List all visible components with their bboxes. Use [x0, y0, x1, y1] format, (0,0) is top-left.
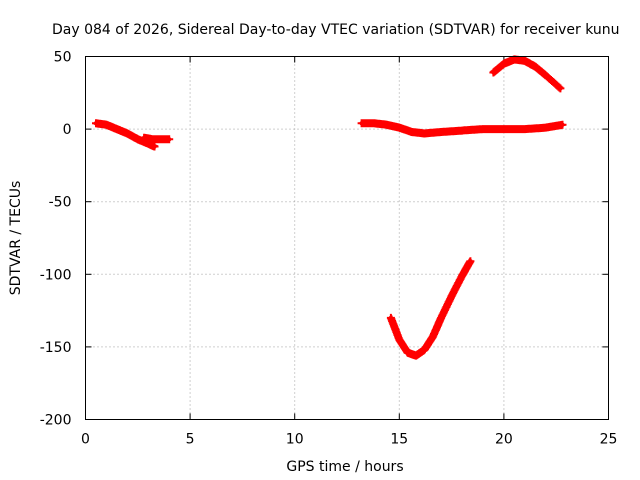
data-point — [93, 121, 99, 126]
data-point — [141, 135, 147, 141]
data-point — [459, 273, 465, 278]
data-point — [560, 122, 565, 127]
data-point — [166, 137, 172, 142]
data-point — [388, 315, 394, 321]
data-point — [438, 129, 444, 135]
y-tick-label: -50 — [49, 195, 72, 211]
data-point — [359, 121, 364, 126]
data-point — [533, 64, 538, 69]
data-point — [501, 126, 507, 132]
data-point — [430, 334, 435, 339]
axis-ticks: 0 5 10 15 20 25 50 0 -50 -100 -150 -200 — [40, 50, 618, 448]
data-point — [543, 73, 548, 78]
data-point — [158, 137, 164, 142]
x-tick-label: 15 — [390, 432, 408, 448]
data-point — [422, 131, 427, 136]
series-track-5 — [386, 257, 475, 360]
data-point — [135, 137, 140, 142]
y-tick-label: -150 — [40, 340, 72, 356]
x-axis-label: GPS time / hours — [286, 459, 403, 475]
data-point — [468, 259, 473, 264]
data-point — [125, 131, 130, 136]
data-point — [150, 137, 155, 142]
x-tick-label: 25 — [600, 432, 618, 448]
data-point — [558, 86, 563, 91]
data-point — [152, 144, 157, 149]
data-point — [104, 122, 109, 127]
data-point — [397, 125, 402, 130]
series-track-2 — [140, 133, 174, 144]
grid — [85, 56, 609, 420]
data-point — [512, 57, 517, 62]
data-point — [543, 125, 548, 130]
x-tick-label: 0 — [81, 432, 90, 448]
data-point — [480, 126, 486, 132]
data-point — [449, 293, 454, 299]
data-point — [397, 337, 402, 342]
data-point — [413, 353, 419, 358]
data-point — [384, 122, 389, 127]
data-point — [501, 61, 507, 66]
series-track-4 — [489, 55, 565, 93]
data-point — [114, 126, 120, 132]
data-point — [422, 347, 427, 353]
plot-frame — [85, 56, 609, 420]
data-point — [371, 121, 377, 126]
x-tick-label: 10 — [286, 432, 304, 448]
data-point — [522, 126, 528, 132]
y-tick-label: 50 — [54, 50, 72, 66]
data-series — [92, 55, 567, 360]
data-point — [522, 58, 528, 64]
data-point — [405, 350, 410, 355]
x-tick-label: 20 — [495, 432, 513, 448]
y-axis-label: SDTVAR / TECUs — [8, 181, 24, 296]
data-point — [409, 129, 415, 135]
y-tick-label: -200 — [40, 413, 72, 429]
series-track-3 — [357, 119, 567, 138]
series-track-1 — [92, 119, 159, 151]
data-point — [459, 128, 465, 133]
y-tick-label: 0 — [63, 122, 72, 138]
data-point — [438, 315, 444, 321]
data-point — [491, 70, 496, 75]
y-tick-label: -100 — [40, 267, 72, 283]
x-tick-label: 5 — [186, 432, 195, 448]
chart-title: Day 084 of 2026, Sidereal Day-to-day VTE… — [52, 22, 620, 38]
